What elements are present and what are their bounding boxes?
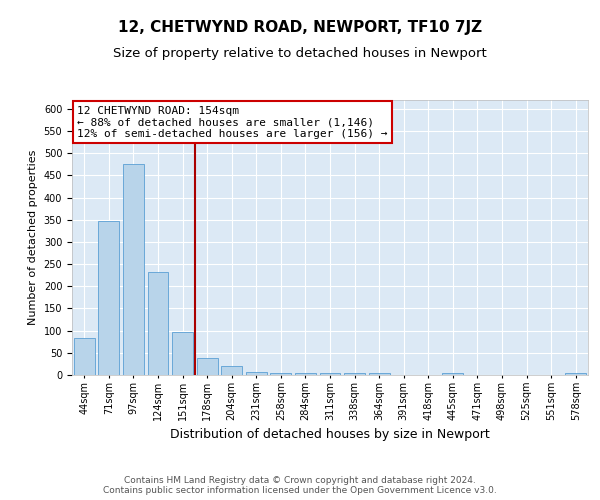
Bar [123, 164, 144, 375]
Bar [271, 373, 292, 375]
Text: 12 CHETWYND ROAD: 154sqm
← 88% of detached houses are smaller (1,146)
12% of sem: 12 CHETWYND ROAD: 154sqm ← 88% of detach… [77, 106, 388, 138]
Bar [295, 373, 316, 375]
Text: 12, CHETWYND ROAD, NEWPORT, TF10 7JZ: 12, CHETWYND ROAD, NEWPORT, TF10 7JZ [118, 20, 482, 35]
Text: Size of property relative to detached houses in Newport: Size of property relative to detached ho… [113, 48, 487, 60]
Bar [221, 366, 242, 375]
Bar [172, 332, 193, 375]
Bar [565, 373, 586, 375]
Bar [344, 373, 365, 375]
Bar [74, 338, 95, 375]
Bar [442, 373, 463, 375]
X-axis label: Distribution of detached houses by size in Newport: Distribution of detached houses by size … [170, 428, 490, 442]
Bar [246, 372, 267, 375]
Bar [197, 358, 218, 375]
Text: Contains HM Land Registry data © Crown copyright and database right 2024.
Contai: Contains HM Land Registry data © Crown c… [103, 476, 497, 495]
Bar [368, 373, 389, 375]
Y-axis label: Number of detached properties: Number of detached properties [28, 150, 38, 325]
Bar [98, 221, 119, 375]
Bar [320, 373, 340, 375]
Bar [148, 272, 169, 375]
